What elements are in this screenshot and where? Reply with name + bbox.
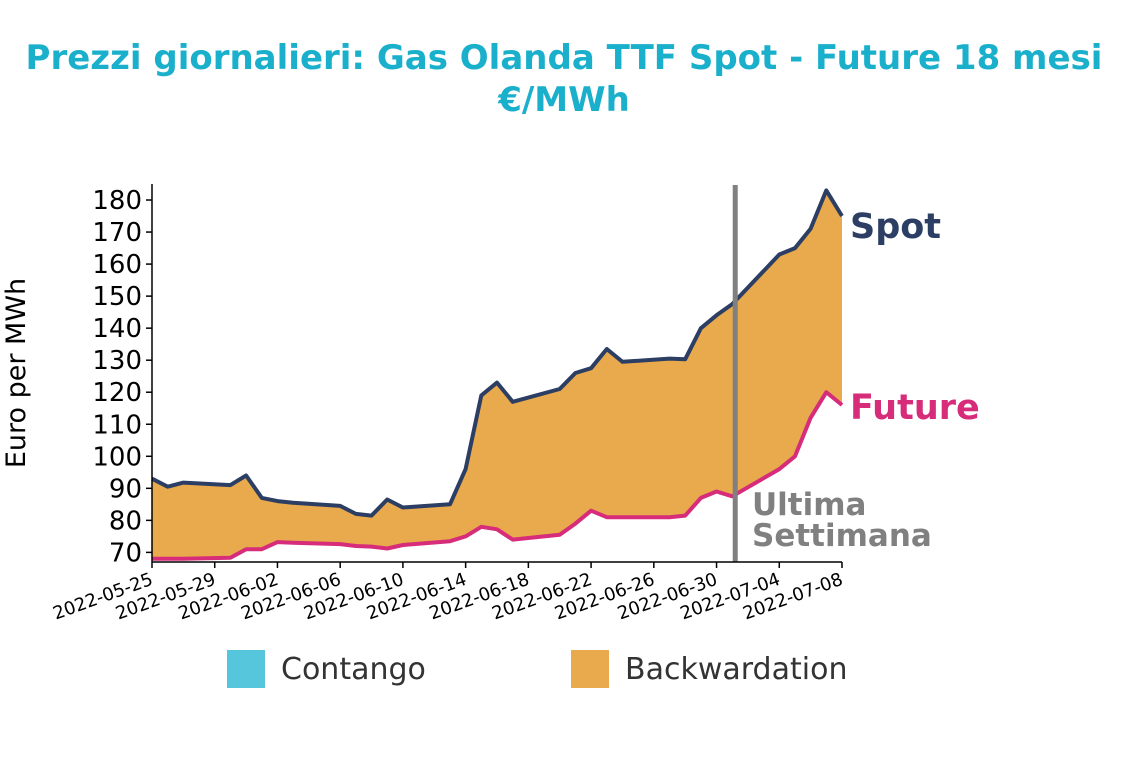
future-line bbox=[152, 390, 844, 561]
y-tick-label: 170 bbox=[92, 218, 142, 248]
legend-item-backwardation: Backwardation bbox=[571, 650, 847, 688]
chart-title-line2: €/MWh bbox=[498, 80, 630, 120]
y-tick-label: 70 bbox=[109, 538, 142, 568]
legend-swatch-contango bbox=[227, 650, 265, 688]
y-tick-label: 150 bbox=[92, 282, 142, 312]
y-tick-label: 80 bbox=[109, 506, 142, 536]
y-tick-label: 180 bbox=[92, 186, 142, 216]
last-week-label-line1: Ultima bbox=[752, 487, 866, 523]
y-tick-label: 90 bbox=[109, 474, 142, 504]
future-label: Future bbox=[850, 388, 980, 428]
legend-item-contango: Contango bbox=[227, 650, 426, 688]
legend-label-backwardation: Backwardation bbox=[625, 651, 848, 687]
spot-line bbox=[151, 188, 844, 518]
legend-label-contango: Contango bbox=[281, 651, 426, 687]
y-tick-label: 130 bbox=[92, 346, 142, 376]
y-tick-label: 110 bbox=[92, 410, 142, 440]
chart-title-line1: Prezzi giornalieri: Gas Olanda TTF Spot … bbox=[25, 38, 1103, 78]
y-tick-label: 140 bbox=[92, 314, 142, 344]
backwardation-area bbox=[152, 190, 842, 559]
last-week-label-line2: Settimana bbox=[752, 518, 932, 554]
spot-label: Spot bbox=[850, 207, 941, 247]
y-tick-label: 120 bbox=[92, 378, 142, 408]
legend-swatch-backwardation bbox=[571, 650, 609, 688]
y-tick-label: 100 bbox=[92, 442, 142, 472]
y-axis-label: Euro per MWh bbox=[1, 278, 32, 468]
y-tick-label: 160 bbox=[92, 250, 142, 280]
